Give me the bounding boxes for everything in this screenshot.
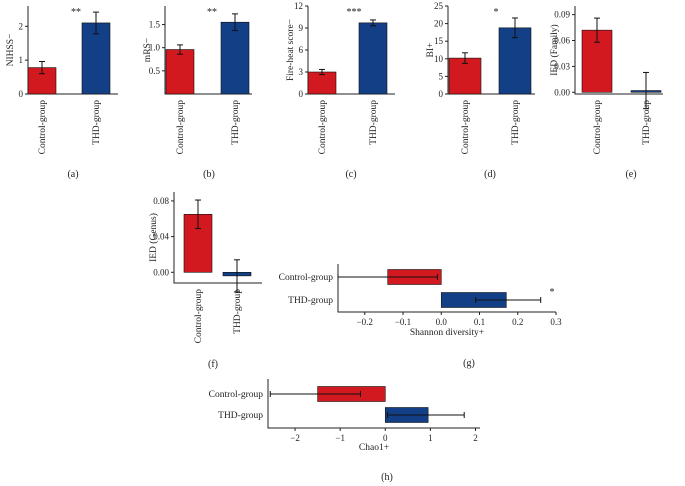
x-tick-label: −0.1 xyxy=(395,317,411,327)
bar xyxy=(358,22,388,95)
y-tick-label: Control-group xyxy=(279,273,334,283)
y-tick-label: 0.03 xyxy=(554,61,570,71)
x-tick-label: −1 xyxy=(335,433,345,443)
x-tick-label: Control-group xyxy=(194,289,204,344)
axis-frame xyxy=(574,6,663,95)
x-tick-label: 0.2 xyxy=(512,317,523,327)
x-tick-label: THD-group xyxy=(231,100,241,145)
y-axis-label: mRS− xyxy=(143,38,153,62)
y-axis-label: Fire-heat score− xyxy=(286,19,296,81)
x-tick-label: 0.3 xyxy=(550,317,562,327)
y-tick-label: 1 xyxy=(19,55,24,65)
panel-caption: (b) xyxy=(203,169,215,180)
y-tick-label: 0.00 xyxy=(153,267,169,277)
panel-caption: (e) xyxy=(625,169,636,180)
bar xyxy=(165,49,195,95)
y-tick-label: 5 xyxy=(439,71,444,81)
panel-caption: (d) xyxy=(484,169,496,180)
panel-caption: (g) xyxy=(463,358,475,369)
x-tick-label: THD-group xyxy=(642,100,652,145)
y-tick-label: 0 xyxy=(299,89,304,99)
y-tick-label: 1.5 xyxy=(149,20,161,30)
panel-caption: (a) xyxy=(67,169,78,180)
x-tick-label: 1 xyxy=(428,433,433,443)
chart-panel-7: −0.2 −0.1 0.0 0.1 0.2 0.3 Shannon diversity+ Co… xyxy=(279,264,562,369)
y-tick-label: 0 xyxy=(439,89,444,99)
x-tick-label: Control-group xyxy=(318,100,328,155)
x-tick-label: Control-group xyxy=(593,100,603,155)
y-tick-label: 10 xyxy=(434,54,444,64)
y-tick-label: Control-group xyxy=(209,390,264,400)
bar xyxy=(498,27,532,95)
y-tick-label: THD-group xyxy=(218,411,263,421)
chart-panel-3: 0 3 6 9 12 Fire-heat score− Control-group THD-g… xyxy=(286,1,395,180)
significance-marker: *** xyxy=(347,7,362,18)
x-tick-label: THD-group xyxy=(233,289,243,334)
y-tick-label: 15 xyxy=(434,36,444,46)
axis-frame xyxy=(267,379,480,429)
bar xyxy=(220,21,250,95)
y-tick-label: 3 xyxy=(299,67,304,77)
y-tick-label: 9 xyxy=(299,23,304,33)
x-tick-label: Control-group xyxy=(38,100,48,155)
chart-panel-5: 0.00 0.03 0.06 0.09 IED (Family) Control-grou… xyxy=(549,6,663,180)
panel-caption: (c) xyxy=(345,169,356,180)
y-axis-label: IED (Family) xyxy=(549,24,560,75)
y-tick-label: 20 xyxy=(434,19,444,29)
y-tick-label: THD-group xyxy=(288,296,333,306)
y-tick-label: 1.0 xyxy=(149,43,161,53)
y-tick-label: 0 xyxy=(19,89,24,99)
chart-panel-8: −2 −1 0 1 2 Chao1+ Control-group THD-group (h) xyxy=(209,379,480,483)
x-tick-label: 0.1 xyxy=(474,317,485,327)
y-tick-label: 0.04 xyxy=(153,232,169,242)
significance-marker: * xyxy=(550,287,555,298)
significance-marker: ** xyxy=(71,7,81,18)
axis-frame xyxy=(173,192,262,284)
y-axis-label: BI+ xyxy=(426,43,436,58)
x-tick-label: THD-group xyxy=(92,100,102,145)
y-tick-label: 12 xyxy=(294,1,303,11)
x-tick-label: 2 xyxy=(473,433,478,443)
y-tick-label: 6 xyxy=(299,45,304,55)
x-tick-label: Control-group xyxy=(461,100,471,155)
y-tick-label: 0.08 xyxy=(153,196,169,206)
chart-panel-4: 0 5 10 15 20 25 BI+ Control-group THD-group * (d) xyxy=(426,1,535,180)
bar xyxy=(448,57,482,95)
y-axis-label: NIHSS− xyxy=(6,34,16,67)
y-tick-label: 0.09 xyxy=(554,10,570,20)
x-tick-label: THD-group xyxy=(511,100,521,145)
significance-marker: ** xyxy=(207,7,217,18)
x-tick-label: THD-group xyxy=(369,100,379,145)
x-tick-label: −0.2 xyxy=(357,317,373,327)
x-tick-label: −2 xyxy=(290,433,300,443)
x-tick-label: 0.0 xyxy=(436,317,448,327)
y-tick-label: 2 xyxy=(19,21,24,31)
panel-caption: (h) xyxy=(381,472,393,483)
x-tick-label: 0 xyxy=(383,433,388,443)
significance-marker: * xyxy=(494,7,499,18)
chart-panel-2: 0.5 1.0 1.5 mRS− Control-group THD-group ** (b) xyxy=(143,6,252,180)
y-axis-label: IED (Genus) xyxy=(148,213,159,262)
y-tick-label: 0.00 xyxy=(554,87,570,97)
bar xyxy=(81,22,111,95)
x-axis-label: Chao1+ xyxy=(359,443,389,453)
chart-panel-6: 0.00 0.04 0.08 IED (Genus) Control-group THD-… xyxy=(148,192,262,370)
x-axis-label: Shannon diversity+ xyxy=(410,328,484,338)
y-tick-label: 0.5 xyxy=(149,66,161,76)
y-tick-label: 0.06 xyxy=(554,36,570,46)
y-tick-label: 25 xyxy=(434,1,444,11)
bar xyxy=(307,71,337,95)
panel-caption: (f) xyxy=(208,359,218,370)
x-tick-label: Control-group xyxy=(176,100,186,155)
